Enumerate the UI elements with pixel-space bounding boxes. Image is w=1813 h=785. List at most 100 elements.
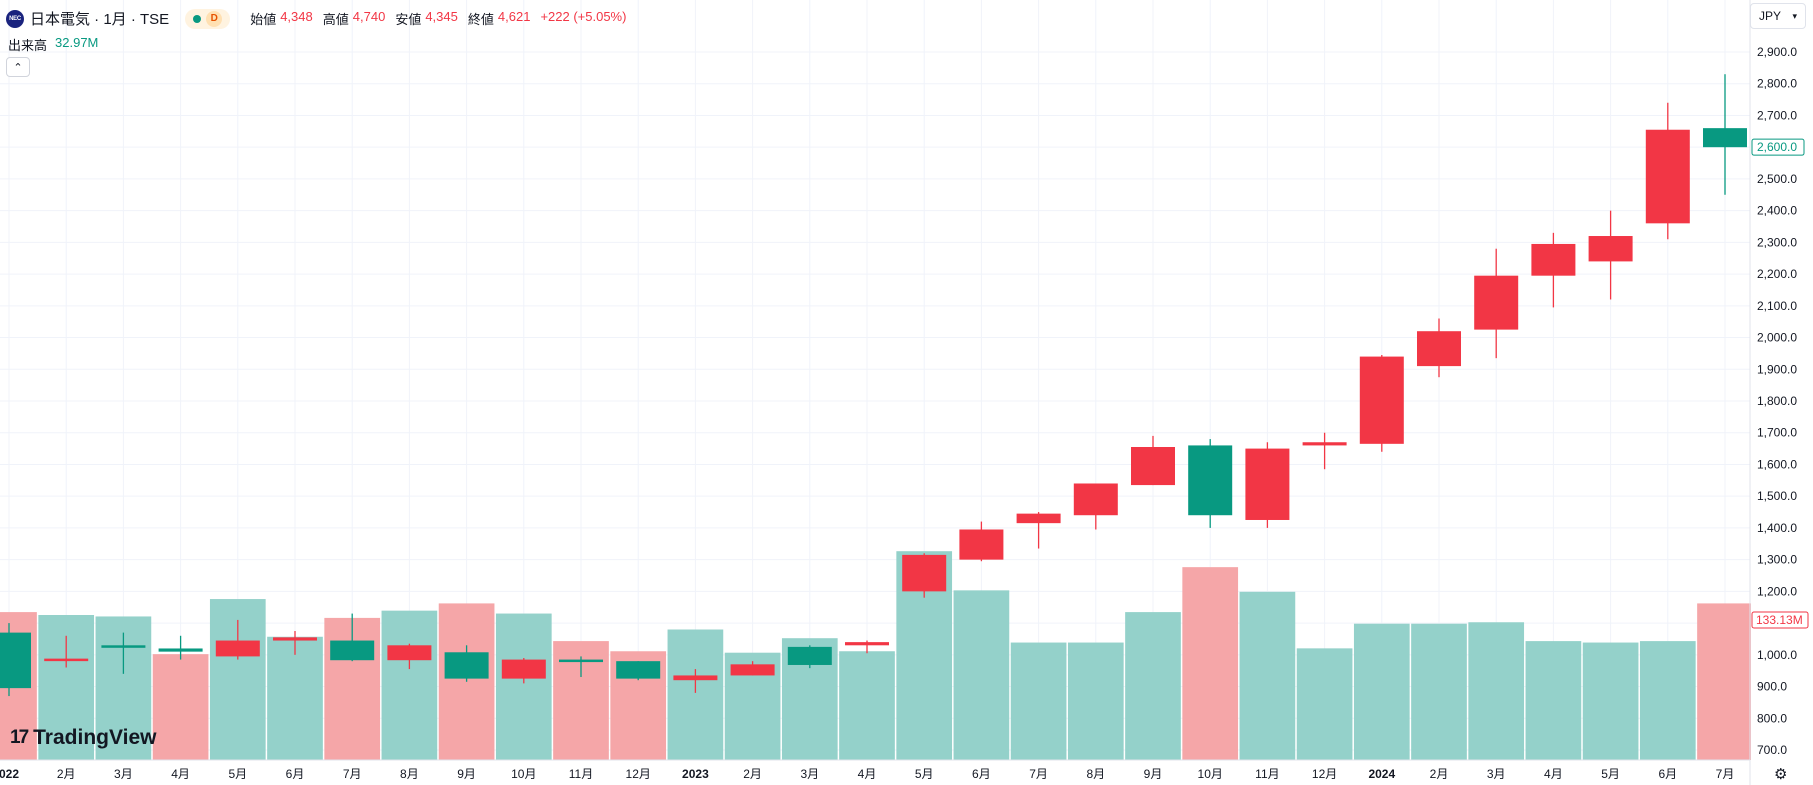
tradingview-watermark[interactable]: 17 TradingView <box>10 726 156 750</box>
volume-bar <box>1582 642 1639 760</box>
x-tick-label: 6月 <box>1658 767 1677 781</box>
volume-bar <box>839 651 895 760</box>
y-tick-label: 2,400.0 <box>1757 204 1797 218</box>
high-value: 4,740 <box>352 9 386 24</box>
volume-bar <box>1525 641 1582 760</box>
x-tick-label: 8月 <box>1086 767 1105 781</box>
y-tick-label: 1,600.0 <box>1757 457 1797 471</box>
y-tick-label: 2,300.0 <box>1757 235 1797 249</box>
volume-label: 出来高 <box>8 38 48 53</box>
x-tick-label: 10月 <box>1198 767 1223 781</box>
candle-body <box>44 658 89 662</box>
x-tick-label: 7月 <box>343 767 362 781</box>
candle-body <box>1417 331 1461 367</box>
close-value: 4,621 <box>497 9 531 24</box>
y-tick-label: 900.0 <box>1757 680 1787 694</box>
chevron-up-icon: ⌃ <box>13 61 23 74</box>
candle-body <box>1645 129 1690 224</box>
candle-body <box>1073 483 1118 516</box>
volume-value-tag <box>1751 611 1809 629</box>
candle-body <box>387 645 432 661</box>
tradingview-logo-icon: 17 <box>10 727 29 748</box>
candle-body <box>1302 442 1347 446</box>
company-logo: NEC <box>6 9 24 28</box>
y-tick-label: 1,700.0 <box>1757 426 1797 440</box>
volume-bar <box>1639 641 1696 760</box>
y-tick-label: 2,800.0 <box>1757 77 1797 91</box>
symbol-title[interactable]: 日本電気 · 1月 · TSE <box>30 11 170 28</box>
y-tick-label: 1,200.0 <box>1757 584 1797 598</box>
x-tick-label: 2024 <box>1368 767 1395 781</box>
data-type-badge: D <box>206 10 223 27</box>
market-status-badge[interactable]: D <box>185 8 231 29</box>
close-label: 終値 <box>467 12 494 27</box>
x-tick-label: 2023 <box>682 767 709 781</box>
candle-body <box>444 652 489 679</box>
open-label: 始値 <box>250 12 277 27</box>
y-tick-label: 2,700.0 <box>1757 108 1797 122</box>
chevron-down-icon: ▾ <box>1792 10 1797 21</box>
x-tick-label: 7月 <box>1716 767 1735 781</box>
y-tick-label: 1,000.0 <box>1757 648 1797 662</box>
x-tick-label: 022 <box>0 767 19 781</box>
x-tick-label: 8月 <box>400 767 419 781</box>
candle-body <box>501 659 546 679</box>
x-tick-label: 4月 <box>1544 767 1563 781</box>
volume-bar <box>495 613 552 760</box>
x-tick-label: 3月 <box>800 767 819 781</box>
volume-value: 32.97M <box>55 35 99 50</box>
x-tick-label: 11月 <box>1255 767 1279 781</box>
candle-body <box>902 554 947 592</box>
volume-bar <box>1125 612 1181 760</box>
y-tick-label: 1,900.0 <box>1757 362 1797 376</box>
candle-body <box>1703 128 1747 148</box>
y-tick-label: 800.0 <box>1757 711 1787 725</box>
candle-body <box>1188 445 1233 516</box>
x-tick-label: 12月 <box>1312 767 1337 781</box>
x-tick-label: 4月 <box>858 767 877 781</box>
y-tick-label: 1,300.0 <box>1757 553 1797 567</box>
x-tick-label: 2月 <box>743 767 762 781</box>
y-tick-label: 1,800.0 <box>1757 394 1797 408</box>
volume-bar <box>152 654 209 760</box>
candle-body <box>959 529 1004 560</box>
candle-body <box>1245 448 1290 520</box>
y-tick-label: 1,500.0 <box>1757 489 1797 503</box>
candle-body <box>1016 513 1061 524</box>
candle-body <box>1588 236 1633 262</box>
volume-bar <box>1353 623 1410 760</box>
price-axis-background <box>1751 0 1813 785</box>
candle-body <box>1131 447 1175 486</box>
x-tick-label: 9月 <box>1144 767 1163 781</box>
x-tick-label: 6月 <box>286 767 305 781</box>
candle-body <box>215 640 260 657</box>
x-tick-label: 9月 <box>457 767 476 781</box>
y-tick-label: 1,400.0 <box>1757 521 1797 535</box>
volume-bar <box>667 629 724 760</box>
settings-gear-icon[interactable]: ⚙ <box>1774 766 1788 783</box>
volume-bar <box>1067 642 1124 760</box>
volume-bar <box>1239 591 1296 760</box>
candle-body <box>787 646 832 665</box>
tradingview-text: TradingView <box>33 726 157 749</box>
candle-body <box>158 648 203 652</box>
x-tick-label: 5月 <box>228 767 247 781</box>
collapse-legend-button[interactable]: ⌃ <box>6 57 30 77</box>
y-tick-label: 2,100.0 <box>1757 299 1797 313</box>
x-tick-label: 6月 <box>972 767 991 781</box>
x-tick-label: 5月 <box>915 767 934 781</box>
volume-bar <box>1697 603 1753 760</box>
volume-bar <box>1010 642 1067 760</box>
candle-body <box>559 659 603 663</box>
last-price-label: 2,600.0 <box>1757 140 1797 154</box>
x-tick-label: 4月 <box>171 767 190 781</box>
low-value: 4,345 <box>425 9 458 24</box>
candle-body <box>673 675 718 681</box>
y-tick-label: 2,200.0 <box>1757 267 1797 281</box>
candle-body <box>1474 275 1519 330</box>
x-tick-label: 3月 <box>114 767 133 781</box>
volume-bar <box>381 610 438 760</box>
currency-select[interactable]: JPY ▾ <box>1750 3 1806 29</box>
last-price-tag <box>1751 138 1805 156</box>
